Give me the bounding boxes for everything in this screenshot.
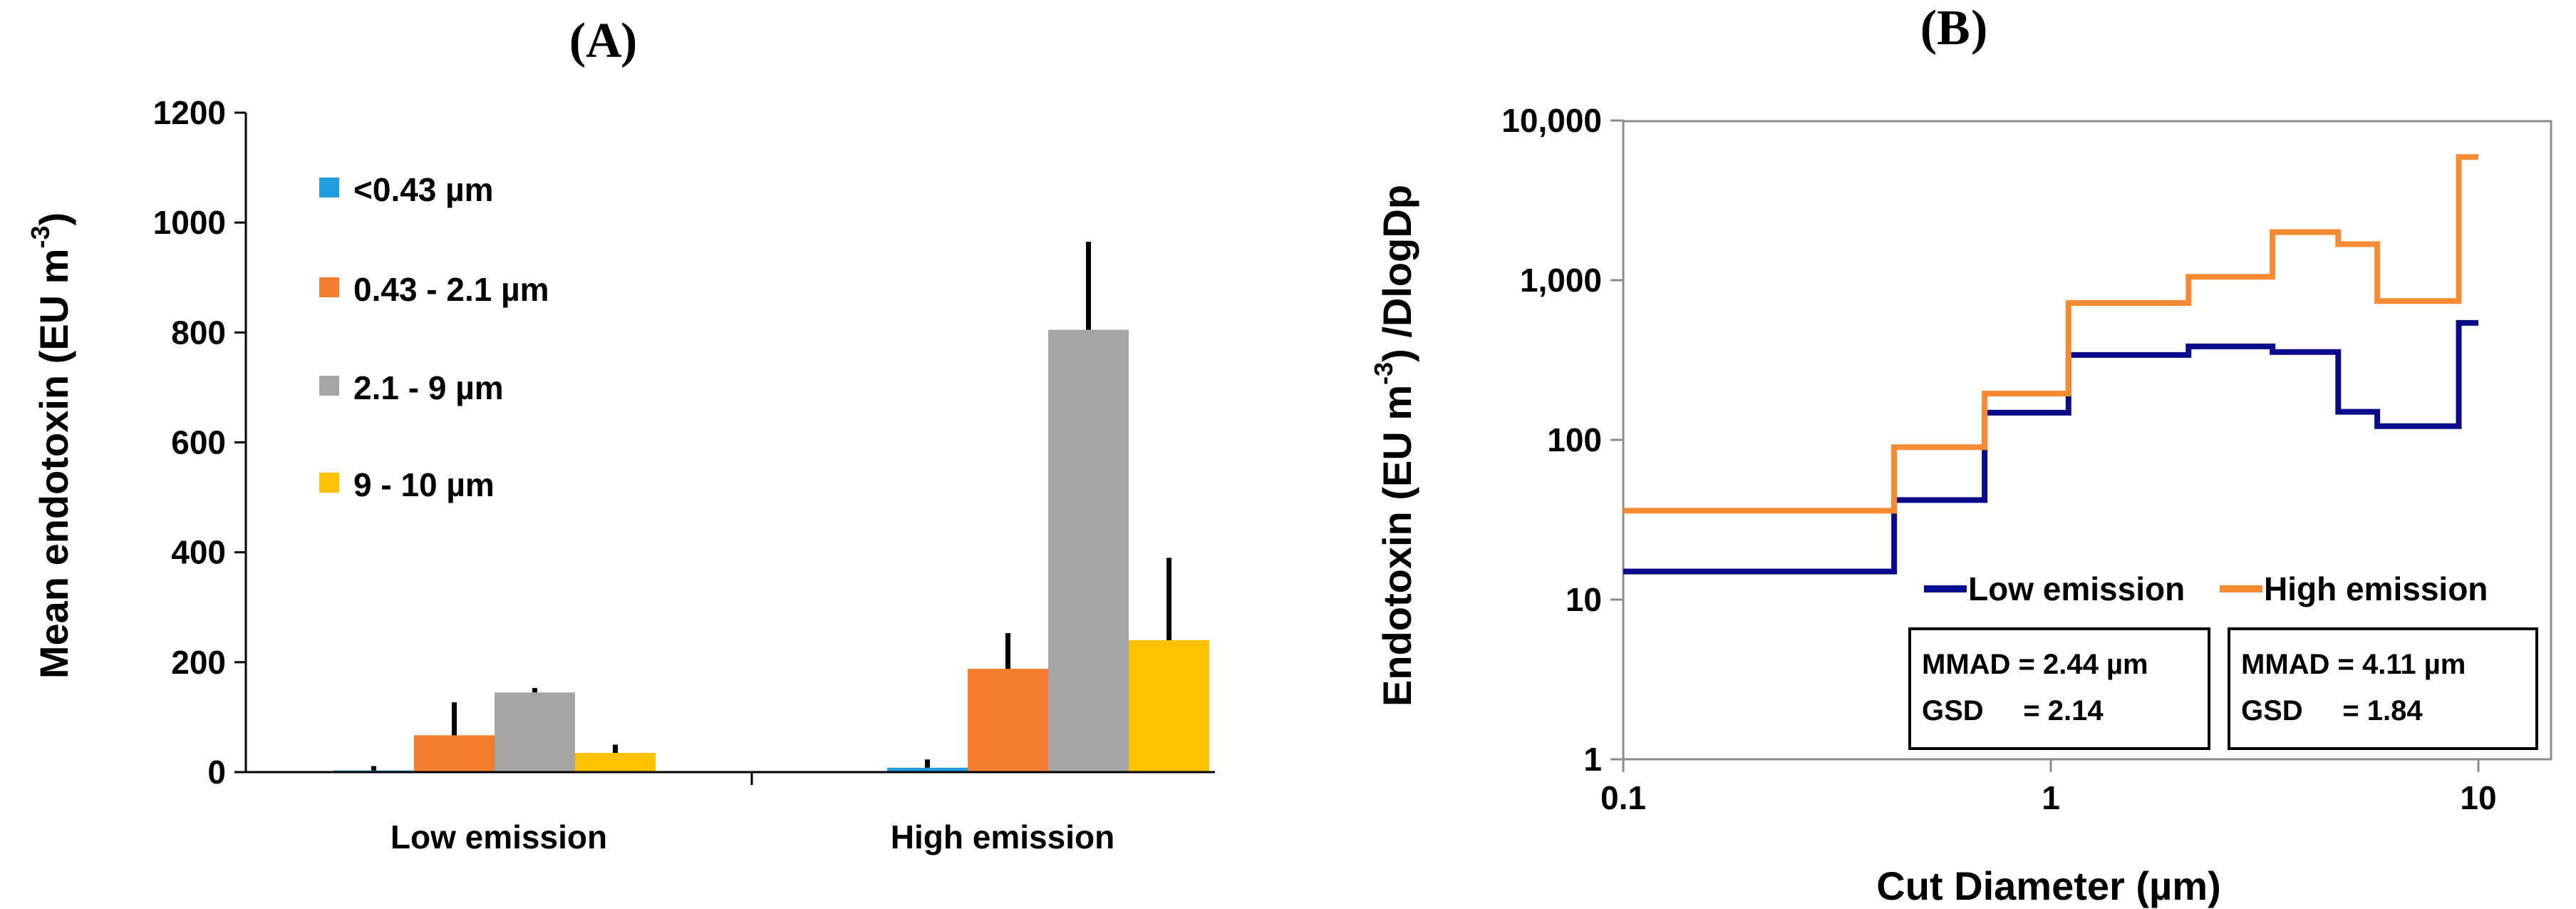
bar [1048,329,1129,773]
legend-label: High emission [2264,570,2488,607]
legend-label: Low emission [1968,570,2185,607]
y-tick-label: 400 [171,534,226,571]
panel-a-bars [333,329,1209,773]
bar [1129,640,1209,772]
stat-box-low-emission: MMAD = 2.44 µm GSD = 2.14 [1908,627,2210,750]
y-tick-label: 10,000 [1501,102,1602,139]
legend-swatch [319,473,339,493]
panel-b-y-axis-title: Endotoxin (EU m-3) /DlogDp [1369,185,1419,707]
series-line-low-emission [1623,319,2478,575]
stat-box-frame [2228,627,2538,750]
y-tick-label: 10 [1566,581,1602,618]
y-tick-label: 1000 [153,204,226,241]
series-line-high-emission [1623,154,2478,514]
y-tick-label: 1200 [153,94,226,131]
stat-mmad: MMAD = 2.44 µm [1922,649,2148,680]
legend-label: 2.1 - 9 µm [353,369,504,406]
panel-a-category-label: Low emission [390,818,607,856]
bar [495,692,575,772]
y-tick-label: 100 [1547,421,1602,458]
panel-a-legend: <0.43 µm 0.43 - 2.1 µm 2.1 - 9 µm 9 - 10… [319,171,549,503]
stat-box-high-emission: MMAD = 4.11 µm GSD = 1.84 [2228,627,2538,750]
stat-mmad: MMAD = 4.11 µm [2241,649,2466,680]
legend-swatch [319,376,339,396]
panel-b-label: B [1937,1,1970,56]
bar [414,735,495,772]
bar [575,753,656,772]
y-tick-label: 1,000 [1520,262,1602,299]
panel-a-label-open: ( [569,14,586,68]
bar [887,767,968,772]
y-tick-label: 1 [1583,741,1602,778]
x-tick-label: 0.1 [1600,779,1646,816]
panel-b-legend: Low emission High emission [1924,570,2488,607]
y-tick-label: 0 [207,754,226,791]
panel-a-label: A [586,14,622,68]
x-tick-label: 1 [2042,779,2060,816]
legend-swatch [319,277,339,297]
panel-b-x-axis-title: Cut Diameter (µm) [1876,863,2220,908]
panel-b-label-open: ( [1920,1,1937,56]
panel-a: ( A ) Mean endotoxin (EU m-3) 0 200 400 600… [26,14,1215,856]
x-tick-label: 10 [2460,779,2496,816]
legend-label: 9 - 10 µm [353,466,495,503]
stat-gsd: GSD = 1.84 [2241,695,2423,726]
bar [968,669,1048,772]
panel-a-label-close: ) [621,14,637,68]
legend-swatch [319,178,339,197]
panel-a-category-label: High emission [891,818,1114,856]
y-tick-label: 200 [171,644,226,681]
y-tick-label: 800 [171,314,226,351]
panel-a-y-axis-title: Mean endotoxin (EU m-3) [26,212,76,679]
panel-a-y-ticks: 0 200 400 600 800 1000 1200 [153,94,246,791]
panel-a-error-bars [371,242,1171,771]
legend-label: <0.43 µm [353,171,494,208]
stat-box-frame [1908,627,2210,750]
panel-b: ( B ) Endotoxin (EU m-3) /DlogDp Cut Dia… [1369,1,2552,908]
panel-b-label-close: ) [1971,1,1987,56]
stat-gsd: GSD = 2.14 [1922,695,2104,726]
legend-label: 0.43 - 2.1 µm [353,271,549,308]
y-tick-label: 600 [171,424,226,461]
panel-b-lines [1623,154,2478,575]
